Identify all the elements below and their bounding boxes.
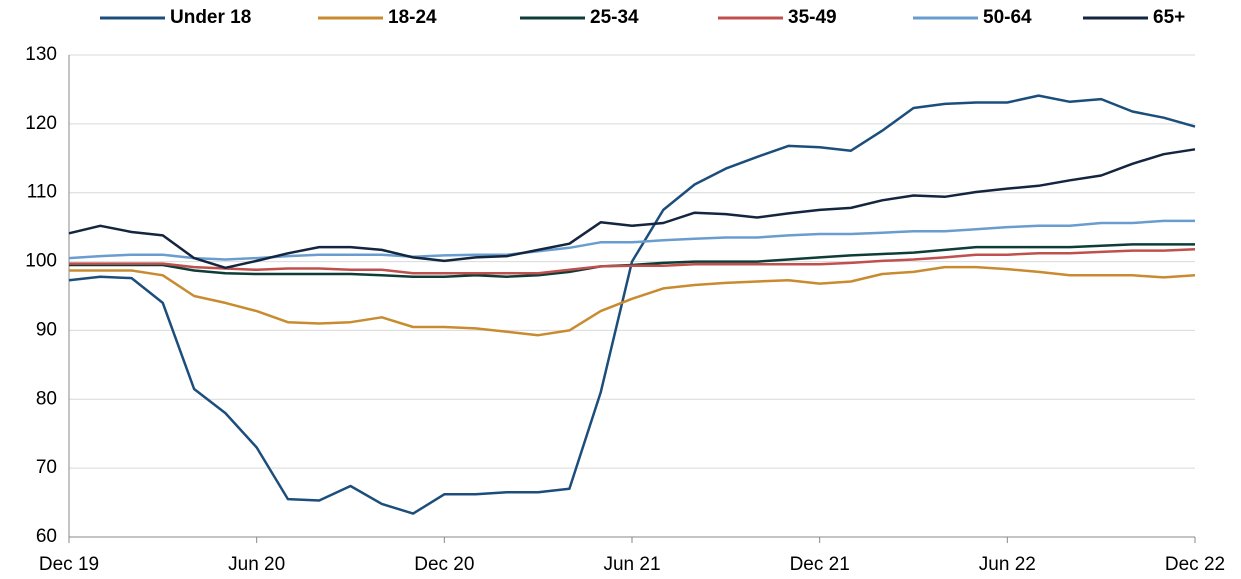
series-line [69, 265, 1196, 337]
x-tick-label: Jun 20 [228, 554, 285, 575]
y-tick-label: 110 [27, 182, 57, 203]
series-line [68, 148, 1196, 270]
x-tick-label: Dec 22 [1165, 554, 1225, 575]
legend-label: 65+ [1153, 7, 1185, 28]
y-tick-label: 100 [25, 251, 57, 272]
legend-label: 35-49 [788, 7, 837, 28]
x-tick-label: Jun 22 [979, 554, 1036, 575]
x-tick-label: Jun 21 [603, 554, 660, 575]
legend-label: 25-34 [590, 7, 639, 28]
x-tick-label: Dec 21 [790, 554, 850, 575]
y-tick-label: 80 [36, 388, 57, 409]
y-tick-label: 60 [36, 526, 57, 547]
y-tick-label: 90 [36, 319, 57, 340]
legend-label: 18-24 [388, 7, 437, 28]
y-tick-label: 70 [36, 457, 57, 478]
legend-label: 50-64 [983, 7, 1032, 28]
y-tick-label: 120 [25, 113, 57, 134]
series-line [69, 247, 1196, 275]
series-line [68, 94, 1196, 515]
y-tick-label: 130 [25, 44, 57, 65]
x-tick-label: Dec 19 [39, 554, 99, 575]
series-line [68, 219, 1195, 261]
legend-label: Under 18 [170, 7, 251, 28]
x-tick-label: Dec 20 [414, 554, 474, 575]
